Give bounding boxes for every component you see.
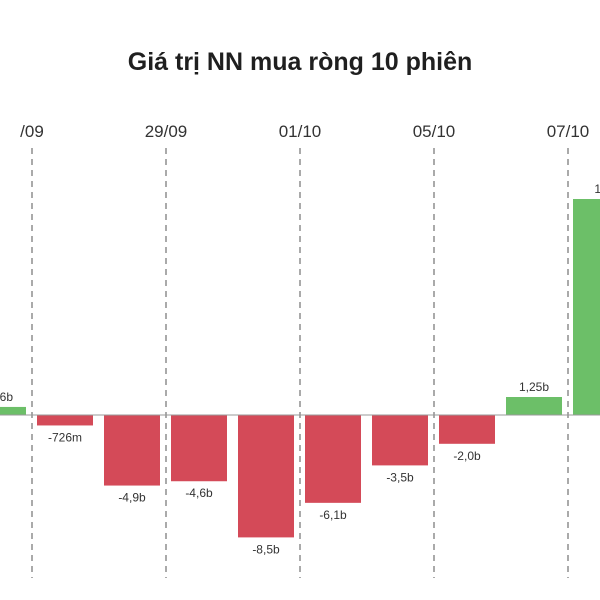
data-label: -6,1b xyxy=(319,508,347,522)
bar xyxy=(104,415,160,486)
x-tick-labels: /09 29/09 01/10 05/10 07/10 xyxy=(20,122,589,141)
grid-lines xyxy=(31,148,569,578)
x-tick-label: 07/10 xyxy=(547,122,590,141)
chart-title: Giá trị NN mua ròng 10 phiên xyxy=(127,48,473,76)
bar xyxy=(0,406,26,415)
data-label: -4,9b xyxy=(118,491,146,505)
data-label: 0,56b xyxy=(0,390,13,404)
data-label: 15 xyxy=(594,182,600,196)
x-tick-label: /09 xyxy=(20,122,44,141)
bar xyxy=(238,415,294,538)
x-tick-label: 29/09 xyxy=(145,122,188,141)
data-labels: 0,56b -726m -4,9b -4,6b -8,5b -6,1b -3,5b -2,0b… xyxy=(0,182,600,556)
bars xyxy=(0,199,600,538)
x-tick-label: 01/10 xyxy=(279,122,322,141)
bar xyxy=(372,415,428,466)
data-label: -8,5b xyxy=(252,542,280,556)
data-label: -4,6b xyxy=(185,486,213,500)
data-label: -726m xyxy=(48,430,82,444)
bar xyxy=(573,199,600,415)
bar xyxy=(171,415,227,482)
bar xyxy=(439,415,495,444)
x-tick-label: 05/10 xyxy=(413,122,456,141)
bar xyxy=(506,397,562,415)
bar xyxy=(305,415,361,503)
data-label: -2,0b xyxy=(453,449,481,463)
bar xyxy=(37,415,93,426)
data-label: 1,25b xyxy=(519,380,549,394)
data-label: -3,5b xyxy=(386,470,414,484)
